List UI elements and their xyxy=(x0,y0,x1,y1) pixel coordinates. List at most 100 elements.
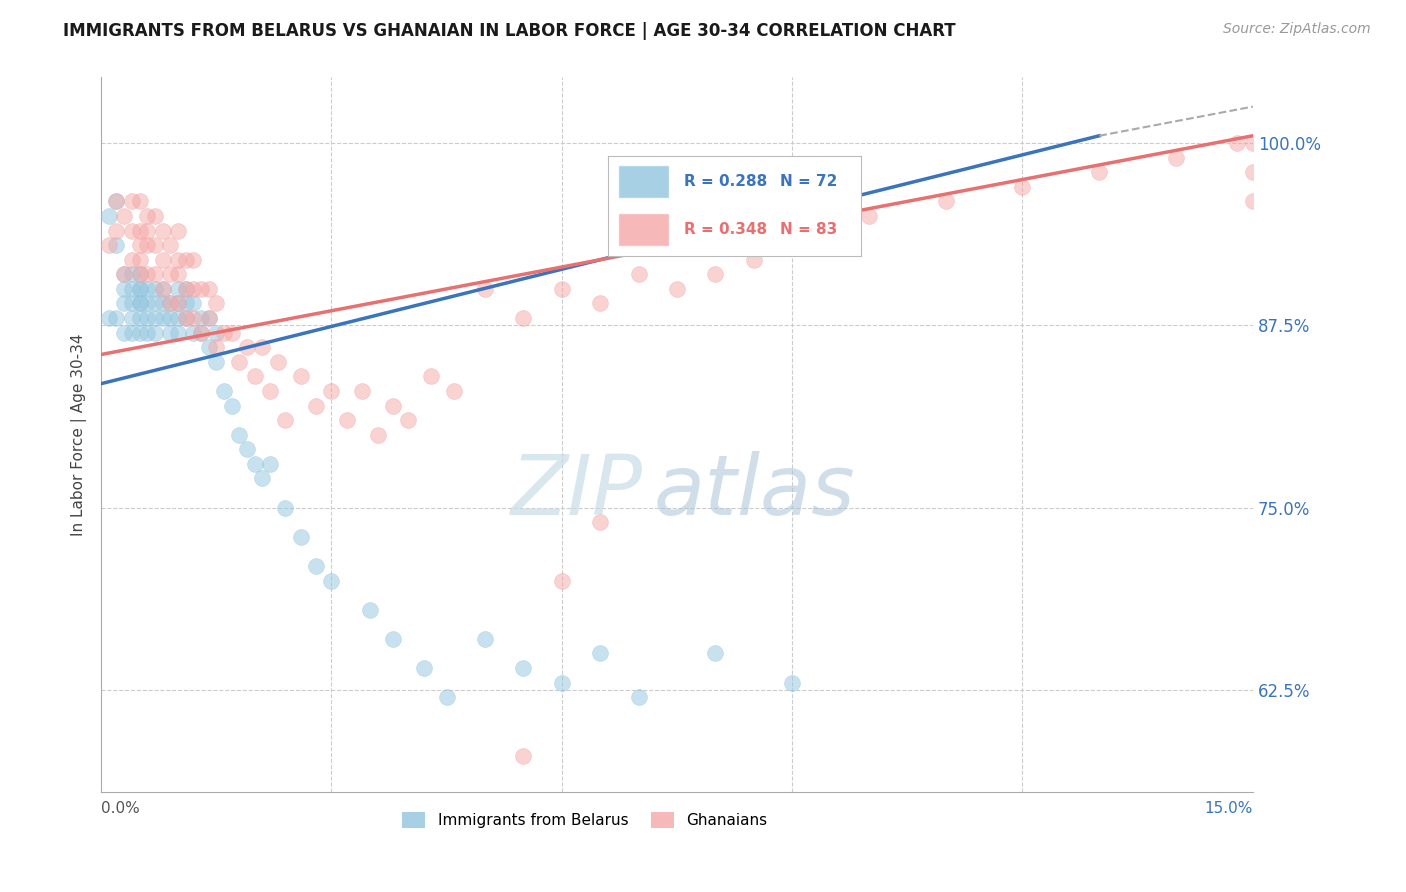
Point xyxy=(474,282,496,296)
Point xyxy=(221,326,243,340)
Text: Source: ZipAtlas.com: Source: ZipAtlas.com xyxy=(1223,22,1371,37)
Point xyxy=(1088,165,1111,179)
Point xyxy=(143,296,166,310)
Point xyxy=(128,238,150,252)
Point xyxy=(112,209,135,223)
Point xyxy=(436,690,458,705)
Point xyxy=(197,311,219,326)
Point xyxy=(267,355,290,369)
Point xyxy=(152,296,174,310)
Point xyxy=(321,384,343,398)
Point xyxy=(112,282,135,296)
Point xyxy=(305,558,328,573)
Point xyxy=(143,326,166,340)
Point xyxy=(143,268,166,282)
Point xyxy=(152,252,174,267)
Point xyxy=(112,326,135,340)
Point xyxy=(190,326,212,340)
Point xyxy=(589,296,612,310)
Point xyxy=(274,500,297,515)
Point xyxy=(205,326,228,340)
Point xyxy=(105,238,128,252)
Point xyxy=(197,340,219,354)
Point xyxy=(97,238,120,252)
Text: ZIP: ZIP xyxy=(510,451,643,533)
Point xyxy=(128,268,150,282)
Point xyxy=(181,296,204,310)
Point xyxy=(159,296,181,310)
Point xyxy=(121,311,143,326)
Point xyxy=(128,326,150,340)
Point xyxy=(252,471,274,485)
Point xyxy=(704,268,727,282)
Point xyxy=(236,442,259,457)
Point xyxy=(152,223,174,237)
Point xyxy=(174,296,197,310)
Point xyxy=(704,647,727,661)
Point xyxy=(551,282,574,296)
Point xyxy=(551,574,574,588)
Point xyxy=(190,311,212,326)
Point xyxy=(627,690,650,705)
Point xyxy=(128,282,150,296)
Point xyxy=(174,311,197,326)
Point xyxy=(205,296,228,310)
Point xyxy=(105,194,128,209)
Point xyxy=(159,238,181,252)
Point xyxy=(243,369,266,384)
Point xyxy=(97,209,120,223)
Point xyxy=(589,647,612,661)
Point xyxy=(174,252,197,267)
Point xyxy=(121,194,143,209)
Point xyxy=(190,282,212,296)
Point xyxy=(858,209,880,223)
Point xyxy=(305,399,328,413)
Point xyxy=(136,282,159,296)
Point xyxy=(381,399,404,413)
Point xyxy=(128,296,150,310)
Point xyxy=(121,268,143,282)
Point xyxy=(105,223,128,237)
Point xyxy=(935,194,957,209)
Point xyxy=(512,661,534,675)
Point xyxy=(167,268,190,282)
Point xyxy=(412,661,434,675)
Point xyxy=(274,413,297,427)
Point xyxy=(321,574,343,588)
Point xyxy=(665,282,688,296)
Point xyxy=(396,413,419,427)
Point xyxy=(443,384,465,398)
Point xyxy=(1241,136,1264,150)
Point xyxy=(136,296,159,310)
Point xyxy=(551,675,574,690)
Point xyxy=(152,311,174,326)
Point xyxy=(181,311,204,326)
Point xyxy=(121,282,143,296)
Point xyxy=(159,326,181,340)
Point xyxy=(820,238,842,252)
Text: 15.0%: 15.0% xyxy=(1205,801,1253,815)
Point xyxy=(205,355,228,369)
Point xyxy=(228,427,250,442)
Point xyxy=(352,384,374,398)
Point xyxy=(212,326,235,340)
Point xyxy=(197,282,219,296)
Point xyxy=(589,515,612,529)
Point xyxy=(159,311,181,326)
Point xyxy=(236,340,259,354)
Point xyxy=(197,311,219,326)
Point xyxy=(336,413,359,427)
Point xyxy=(136,326,159,340)
Point xyxy=(167,252,190,267)
Point xyxy=(121,326,143,340)
Point xyxy=(174,282,197,296)
Point xyxy=(136,209,159,223)
Point xyxy=(290,369,312,384)
Point xyxy=(112,268,135,282)
Point xyxy=(1011,179,1033,194)
Text: atlas: atlas xyxy=(654,451,856,533)
Point xyxy=(128,223,150,237)
Point xyxy=(290,530,312,544)
Point xyxy=(259,384,281,398)
Point xyxy=(243,457,266,471)
